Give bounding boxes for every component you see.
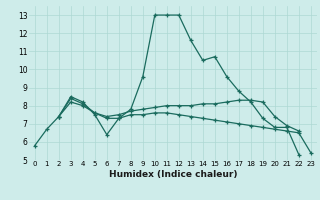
X-axis label: Humidex (Indice chaleur): Humidex (Indice chaleur) bbox=[108, 170, 237, 179]
